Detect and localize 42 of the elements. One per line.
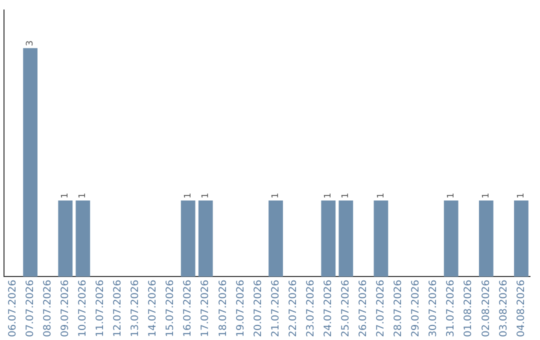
data-label: 1 bbox=[200, 192, 211, 199]
data-label: 1 bbox=[376, 192, 386, 199]
x-tick-label: 03.08.2026 bbox=[498, 280, 510, 338]
x-tick-label: 06.07.2026 bbox=[7, 280, 18, 338]
data-label: 1 bbox=[271, 192, 282, 199]
x-tick-label: 30.07.2026 bbox=[428, 280, 440, 338]
data-label: 1 bbox=[446, 192, 456, 199]
data-label: 1 bbox=[516, 192, 527, 199]
data-label: 1 bbox=[341, 192, 352, 199]
x-tick-label: 26.07.2026 bbox=[358, 280, 370, 338]
x-tick-label: 24.07.2026 bbox=[322, 280, 334, 338]
x-tick-label: 23.07.2026 bbox=[305, 280, 316, 338]
x-tick-label: 07.07.2026 bbox=[24, 280, 36, 338]
x-tick-label: 25.07.2026 bbox=[340, 280, 352, 338]
data-label: 1 bbox=[60, 192, 71, 199]
x-tick-label: 20.07.2026 bbox=[252, 280, 264, 338]
x-tick-label: 09.07.2026 bbox=[60, 280, 71, 338]
x-tick-label: 27.07.2026 bbox=[376, 280, 387, 338]
x-tick-label: 29.07.2026 bbox=[410, 280, 422, 338]
x-tick-label: 17.07.2026 bbox=[200, 280, 212, 338]
x-tick-label: 16.07.2026 bbox=[182, 280, 194, 338]
x-tick-label: 11.07.2026 bbox=[95, 280, 106, 338]
data-label: 3 bbox=[26, 40, 36, 46]
data-label: 1 bbox=[183, 192, 194, 199]
x-tick-label: 31.07.2026 bbox=[446, 280, 457, 338]
data-label: 1 bbox=[482, 192, 492, 199]
x-tick-label: 04.08.2026 bbox=[516, 280, 527, 338]
x-tick-label: 13.07.2026 bbox=[130, 280, 142, 338]
x-tick-label: 19.07.2026 bbox=[235, 280, 246, 338]
x-tick-label: 22.07.2026 bbox=[288, 280, 299, 338]
x-tick-label: 14.07.2026 bbox=[148, 280, 159, 338]
x-tick-label: 10.07.2026 bbox=[77, 280, 88, 338]
x-tick-label: 18.07.2026 bbox=[218, 280, 229, 338]
data-label: 1 bbox=[324, 192, 334, 199]
data-label: 1 bbox=[78, 192, 88, 199]
x-tick-label: 21.07.2026 bbox=[270, 280, 282, 338]
x-tick-label: 12.07.2026 bbox=[112, 280, 124, 338]
x-tick-label: 15.07.2026 bbox=[165, 280, 176, 338]
x-tick-label: 08.07.2026 bbox=[42, 280, 54, 338]
x-tick-label: 28.07.2026 bbox=[393, 280, 404, 338]
x-tick-label: 01.08.2026 bbox=[463, 280, 474, 338]
x-tick-label: 02.08.2026 bbox=[480, 280, 492, 338]
